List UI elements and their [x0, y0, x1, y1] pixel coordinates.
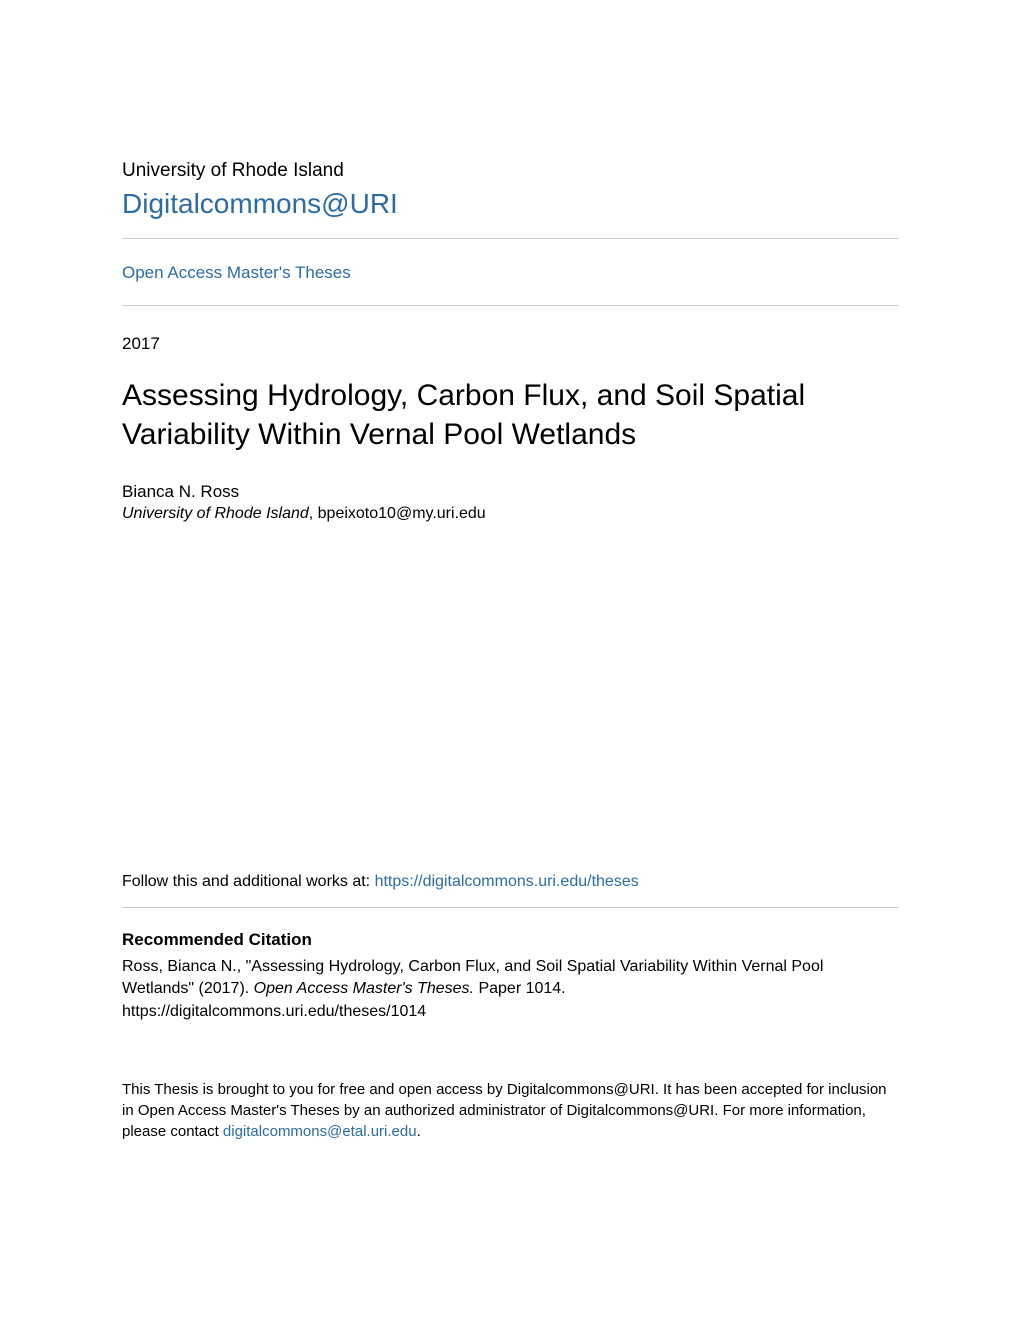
- citation-heading: Recommended Citation: [122, 930, 898, 950]
- collection-link[interactable]: Open Access Master's Theses: [122, 239, 898, 305]
- follow-works-line: Follow this and additional works at: htt…: [122, 863, 898, 907]
- repository-link[interactable]: Digitalcommons@URI: [122, 188, 898, 220]
- affiliation-text: University of Rhode Island: [122, 505, 309, 522]
- divider: [122, 907, 898, 908]
- follow-works-link[interactable]: https://digitalcommons.uri.edu/theses: [375, 873, 639, 890]
- document-title: Assessing Hydrology, Carbon Flux, and So…: [122, 376, 898, 454]
- period: .: [417, 1123, 421, 1140]
- publication-year: 2017: [122, 334, 898, 354]
- citation-url: https://digitalcommons.uri.edu/theses/10…: [122, 1003, 426, 1020]
- contact-email-link[interactable]: digitalcommons@etal.uri.edu: [223, 1123, 417, 1140]
- divider: [122, 305, 898, 306]
- access-note: This Thesis is brought to you for free a…: [122, 1079, 898, 1142]
- institution-name: University of Rhode Island: [122, 160, 898, 182]
- follow-prefix: Follow this and additional works at:: [122, 873, 375, 890]
- citation-paper-number: Paper 1014.: [474, 980, 566, 997]
- content-spacer: [122, 523, 898, 863]
- author-email: , bpeixoto10@my.uri.edu: [309, 505, 486, 522]
- author-name: Bianca N. Ross: [122, 482, 898, 502]
- citation-series: Open Access Master's Theses.: [254, 980, 474, 997]
- author-affiliation: University of Rhode Island, bpeixoto10@m…: [122, 505, 898, 523]
- citation-body: Ross, Bianca N., "Assessing Hydrology, C…: [122, 956, 898, 1023]
